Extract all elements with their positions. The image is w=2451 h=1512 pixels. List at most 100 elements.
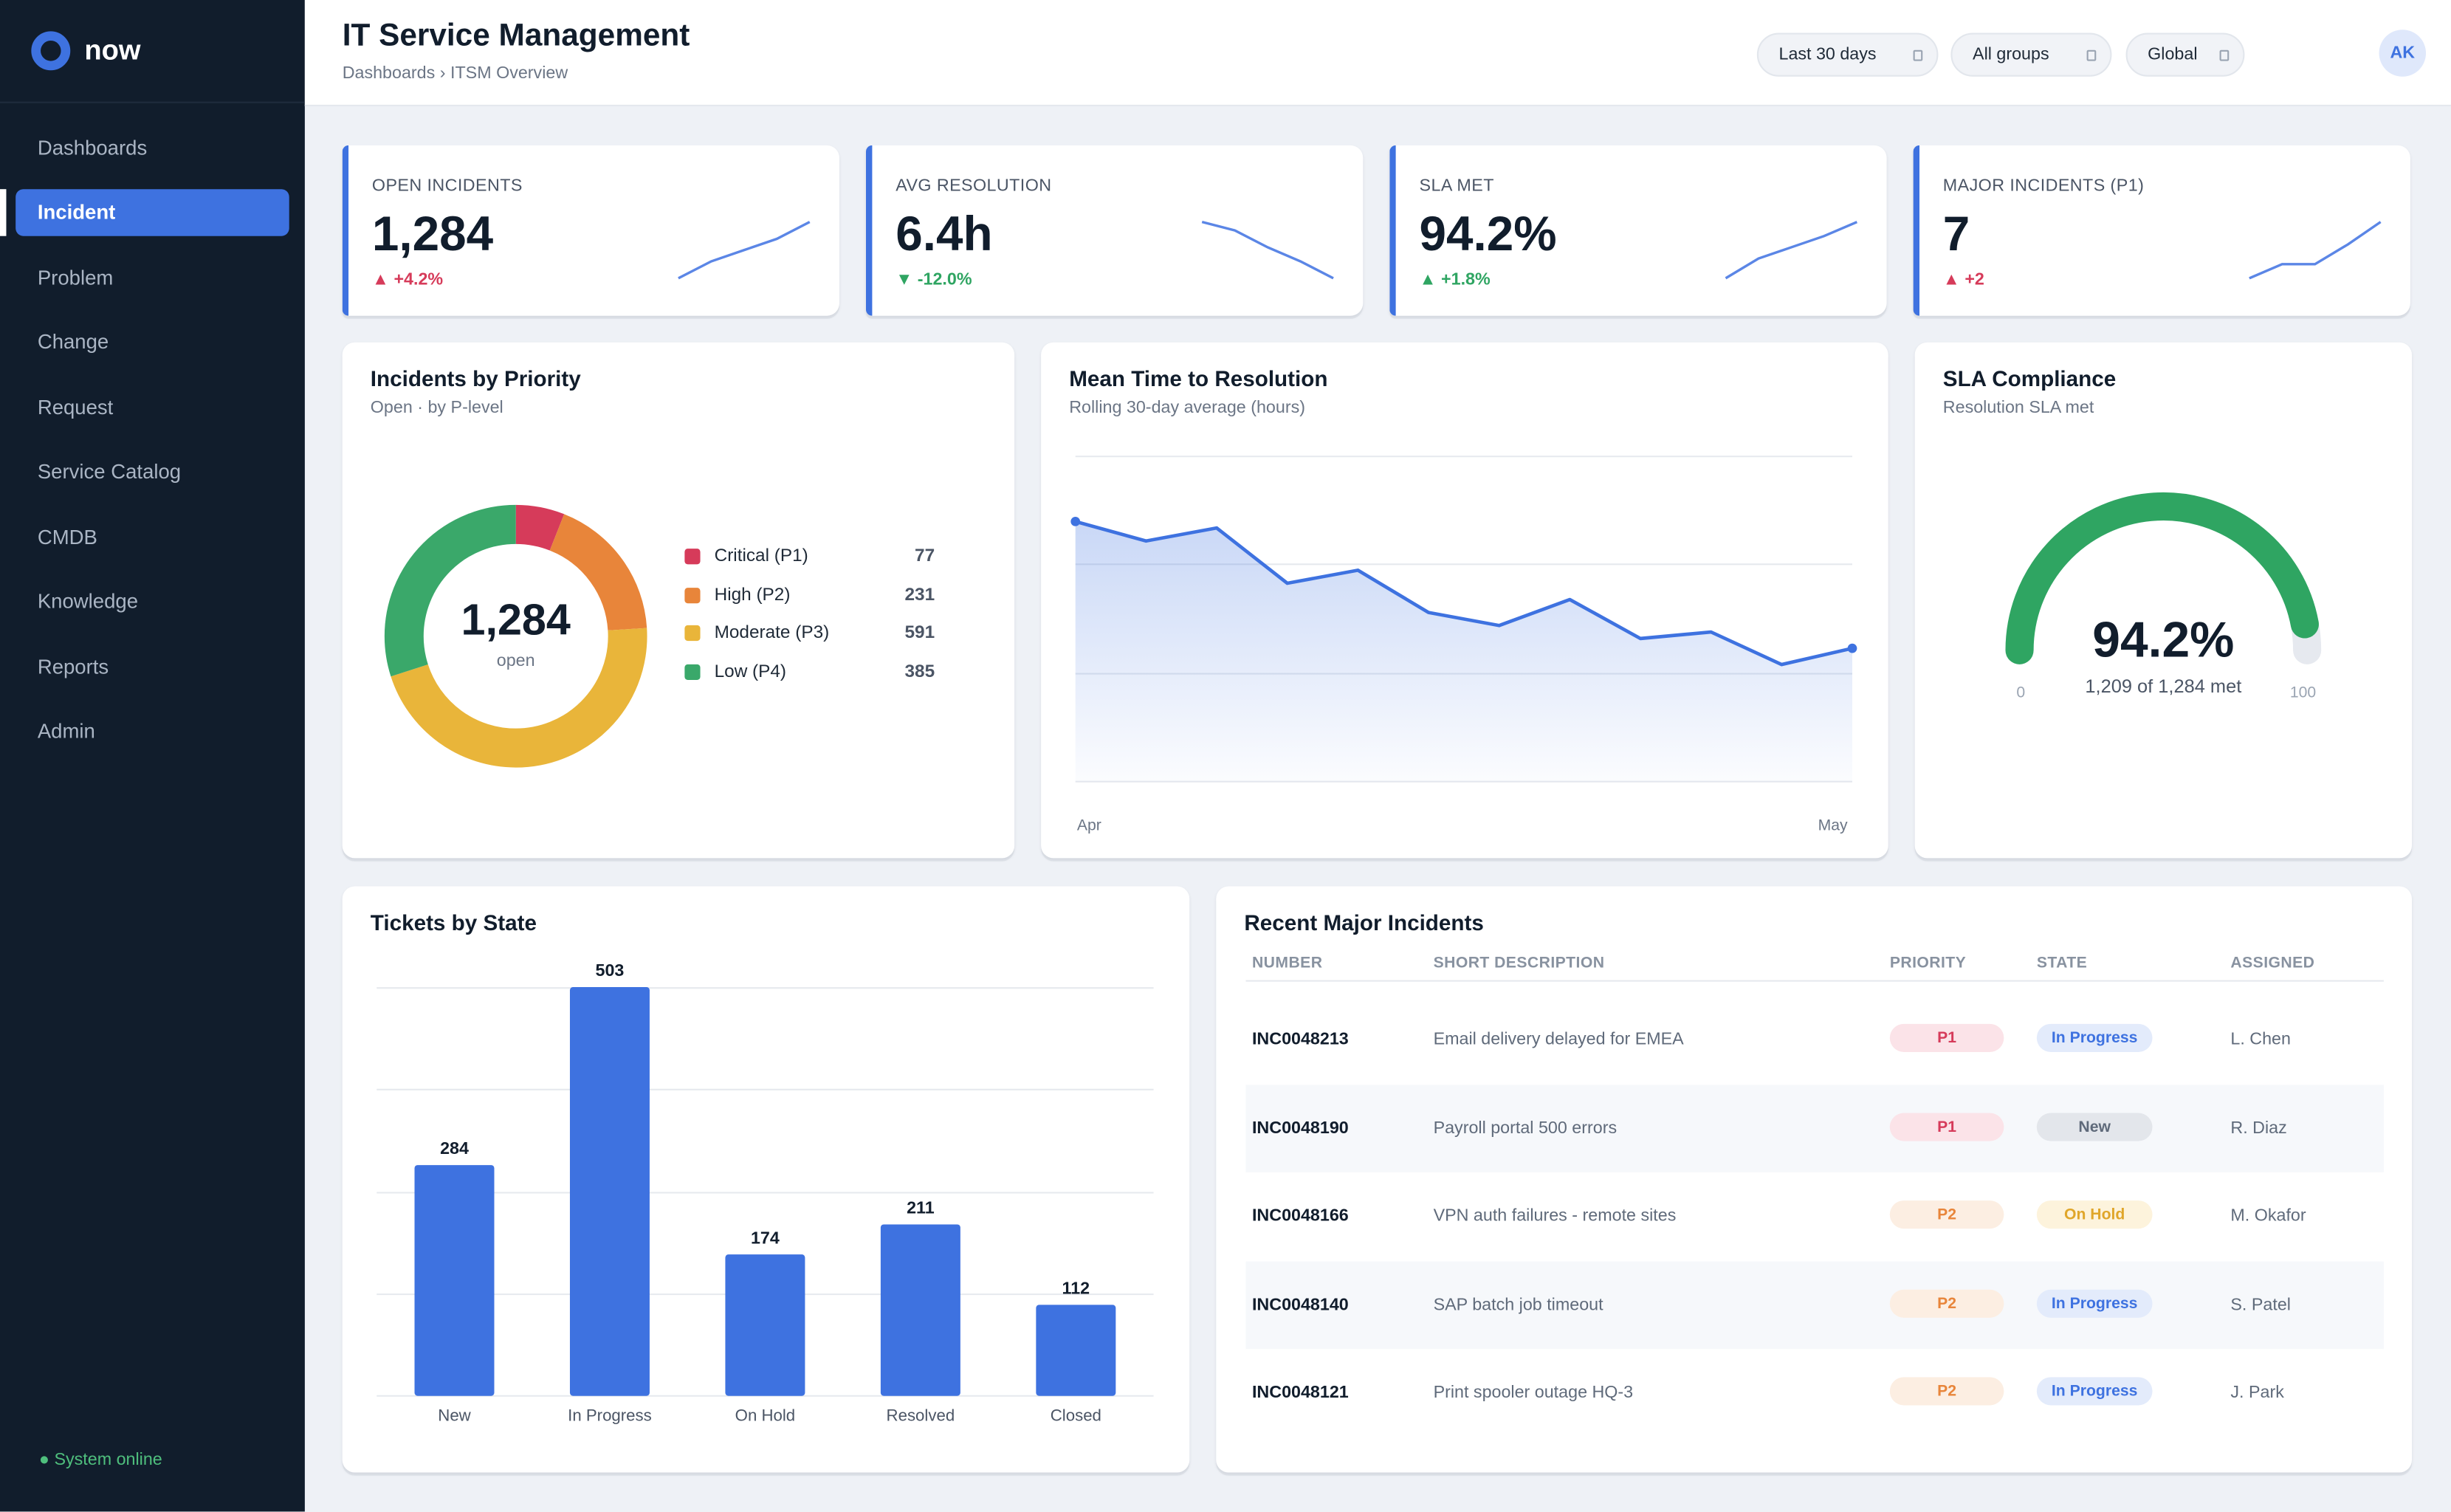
priority-badge: P2	[1889, 1377, 2004, 1406]
incident-number[interactable]: INC0048166	[1251, 1206, 1349, 1226]
kpi-delta: ▲ +4.2%	[371, 270, 444, 289]
kpi-value: 94.2%	[1419, 206, 1557, 261]
legend-item-critical[interactable]: Critical (P1) 77	[684, 543, 935, 571]
incident-assignee: L. Chen	[2230, 1030, 2291, 1049]
kpi-card-open-incidents[interactable]: OPEN INCIDENTS 1,284 ▲ +4.2%	[342, 145, 839, 316]
brand[interactable]: now	[0, 0, 305, 103]
filter-date-range[interactable]: Last 30 days	[1756, 32, 1939, 77]
kpi-card-sla-met[interactable]: SLA MET 94.2% ▲ +1.8%	[1389, 145, 1887, 316]
sidebar-item-service-catalog[interactable]: Service Catalog	[37, 459, 182, 484]
sidebar-item-cmdb[interactable]: CMDB	[37, 524, 97, 549]
avatar[interactable]: AK	[2379, 30, 2427, 77]
gauge-value: 94.2%	[2092, 611, 2235, 668]
incident-assignee: R. Diaz	[2230, 1118, 2287, 1138]
legend-label: Low (P4)	[714, 662, 787, 682]
tickets-bar-chart: 284 New 503 In Progress 174 On Hold 211 Resolve…	[377, 961, 1154, 1425]
sidebar: now Dashboards Incident Problem Change R…	[0, 0, 305, 1512]
column-header-state[interactable]: STATE	[2036, 955, 2088, 972]
incident-number[interactable]: INC0048190	[1251, 1118, 1349, 1138]
sidebar-item-problem[interactable]: Problem	[37, 264, 114, 289]
kpi-delta: ▲ +2	[1942, 270, 1984, 289]
incident-description: Email delivery delayed for EMEA	[1433, 1030, 1684, 1049]
state-badge: In Progress	[2036, 1377, 2153, 1406]
sidebar-item-reports[interactable]: Reports	[37, 654, 109, 678]
system-status: ● System online	[38, 1450, 162, 1470]
table-row[interactable]: INC0048166 VPN auth failures - remote si…	[1245, 1172, 2383, 1260]
card-subtitle: Open · by P-level	[370, 398, 503, 418]
priority-badge: P1	[1889, 1113, 2004, 1141]
brand-name: now	[84, 34, 141, 66]
donut-slice[interactable]	[384, 504, 647, 768]
table-row[interactable]: INC0048140 SAP batch job timeout P2 In P…	[1245, 1261, 2384, 1350]
donut-total-label: open	[496, 651, 535, 671]
kpi-card-avg-resolution[interactable]: AVG RESOLUTION 6.4h ▼ -12.0%	[865, 145, 1364, 316]
bar-in-progress[interactable]	[569, 986, 650, 1396]
mttr-card: Mean Time to Resolution Rolling 30-day a…	[1041, 342, 1888, 859]
sla-card: SLA Compliance Resolution SLA met 94.2% …	[1914, 342, 2412, 859]
dropdown-icon	[2086, 49, 2097, 61]
card-title: Mean Time to Resolution	[1069, 365, 1328, 391]
donut-slice[interactable]	[384, 504, 647, 768]
card-title: SLA Compliance	[1942, 365, 2117, 391]
sidebar-item-admin[interactable]: Admin	[37, 718, 95, 743]
sidebar-item-request[interactable]: Request	[37, 394, 114, 419]
table-header-divider	[1245, 980, 2384, 982]
table-row[interactable]: INC0048213 Email delivery delayed for EM…	[1245, 996, 2383, 1084]
legend-label: Critical (P1)	[714, 547, 808, 566]
priority-badge: P2	[1889, 1289, 2004, 1318]
sparkline-path	[1201, 221, 1334, 280]
column-header-number[interactable]: NUMBER	[1251, 955, 1323, 972]
kpi-sparkline	[2249, 221, 2382, 280]
bar-closed[interactable]	[1036, 1305, 1116, 1396]
card-title: Tickets by State	[370, 910, 537, 935]
state-badge: On Hold	[2036, 1200, 2153, 1229]
sidebar-item-dashboards[interactable]: Dashboards	[37, 135, 148, 159]
incident-number[interactable]: INC0048121	[1251, 1383, 1349, 1403]
x-axis-tick-label: New	[438, 1406, 471, 1425]
priority-badge: P1	[1889, 1023, 2004, 1052]
card-title: Incidents by Priority	[370, 365, 581, 391]
column-header-description[interactable]: SHORT DESCRIPTION	[1433, 955, 1605, 972]
dropdown-icon	[2219, 49, 2230, 61]
incident-assignee: M. Okafor	[2230, 1206, 2306, 1226]
header: IT Service Management Dashboards › ITSM …	[304, 0, 2451, 106]
incident-number[interactable]: INC0048213	[1251, 1030, 1349, 1049]
legend-label: Moderate (P3)	[714, 623, 830, 643]
x-axis-start-label: Apr	[1076, 817, 1101, 835]
line-point[interactable]	[1070, 516, 1081, 526]
line-point[interactable]	[1847, 643, 1857, 653]
column-header-priority[interactable]: PRIORITY	[1889, 955, 1967, 972]
logo-icon	[31, 31, 71, 71]
card-title: Recent Major Incidents	[1244, 910, 1484, 935]
card-subtitle: Resolution SLA met	[1942, 398, 2094, 418]
column-header-assigned[interactable]: ASSIGNED	[2230, 955, 2315, 972]
sidebar-item-change[interactable]: Change	[37, 329, 109, 354]
table-row[interactable]: INC0048190 Payroll portal 500 errors P1 …	[1245, 1085, 2384, 1172]
filter-groups-label: All groups	[1973, 45, 2049, 64]
legend-value: 385	[904, 662, 935, 682]
kpi-card-major-incidents[interactable]: MAJOR INCIDENTS (P1) 7 ▲ +2	[1913, 145, 2410, 316]
priority-donut	[384, 504, 647, 768]
legend-item-low[interactable]: Low (P4) 385	[684, 658, 935, 686]
filter-scope-label: Global	[2148, 45, 2198, 64]
table-row[interactable]: INC0048121 Print spooler outage HQ-3 P2 …	[1245, 1349, 2383, 1437]
incident-assignee: J. Park	[2230, 1383, 2284, 1403]
sidebar-item-incident[interactable]: Incident	[0, 188, 289, 236]
bar-new[interactable]	[414, 1165, 495, 1396]
gauge-fill	[2005, 492, 2319, 664]
legend-item-high[interactable]: High (P2) 231	[684, 582, 935, 610]
filter-scope[interactable]: Global	[2125, 32, 2245, 77]
incident-number[interactable]: INC0048140	[1251, 1296, 1349, 1315]
sidebar-item-knowledge[interactable]: Knowledge	[37, 589, 139, 613]
bar-value-label: 174	[751, 1228, 780, 1247]
tickets-card: Tickets by State 284 New 503 In Progress 174…	[342, 886, 1190, 1473]
breadcrumb[interactable]: Dashboards › ITSM Overview	[342, 63, 568, 83]
x-axis-tick-label: On Hold	[735, 1406, 796, 1425]
legend-item-moderate[interactable]: Moderate (P3) 591	[684, 619, 935, 647]
line-series	[1075, 520, 1853, 667]
filter-groups[interactable]: All groups	[1950, 32, 2112, 77]
bar-on-hold[interactable]	[725, 1254, 805, 1396]
bar-resolved[interactable]	[880, 1224, 960, 1396]
legend-swatch	[684, 625, 701, 642]
